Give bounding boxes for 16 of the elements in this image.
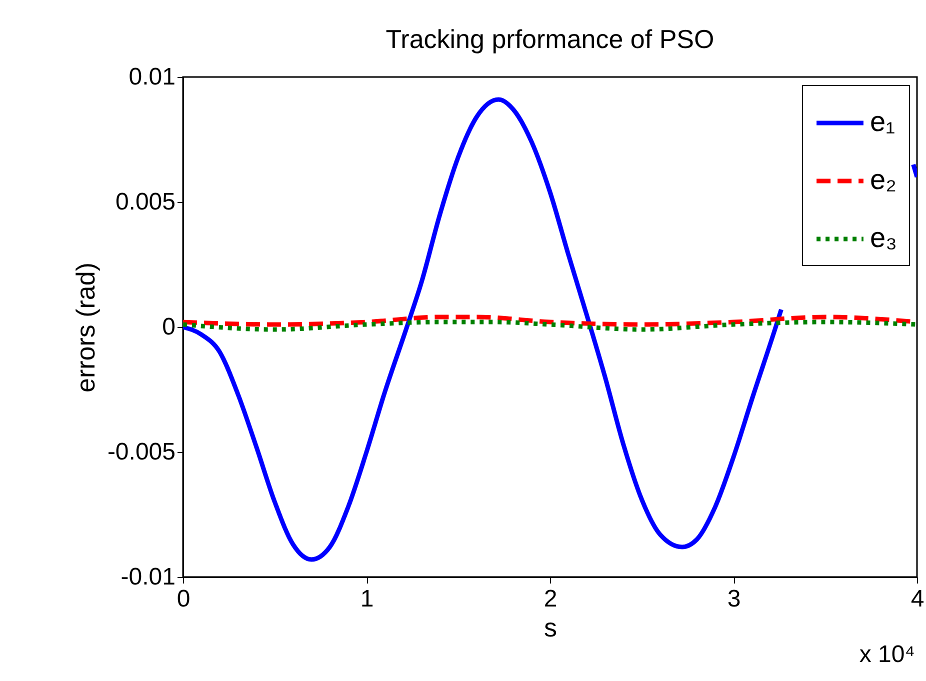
y-tick-label: 0 xyxy=(162,314,176,340)
y-tick-label: 0.01 xyxy=(128,64,176,90)
x-tick-label: 2 xyxy=(544,586,558,612)
y-axis-title: errors (rad) xyxy=(70,262,100,393)
text: x 10⁴ xyxy=(859,641,915,668)
chart-title: Tracking prformance of PSO xyxy=(386,24,714,54)
legend-label: e₂ xyxy=(870,164,896,195)
legend-label: e₃ xyxy=(870,222,897,253)
legend-label: e₁ xyxy=(870,106,896,137)
y-tick-label: -0.01 xyxy=(120,564,176,590)
x-axis-title: s xyxy=(544,612,557,642)
y-tick-label: -0.005 xyxy=(107,438,176,466)
x-tick-label: 4 xyxy=(910,586,924,612)
x-tick-label: 1 xyxy=(360,586,374,612)
y-tick-label: 0.005 xyxy=(115,188,176,216)
x-tick-label: 3 xyxy=(727,586,741,612)
